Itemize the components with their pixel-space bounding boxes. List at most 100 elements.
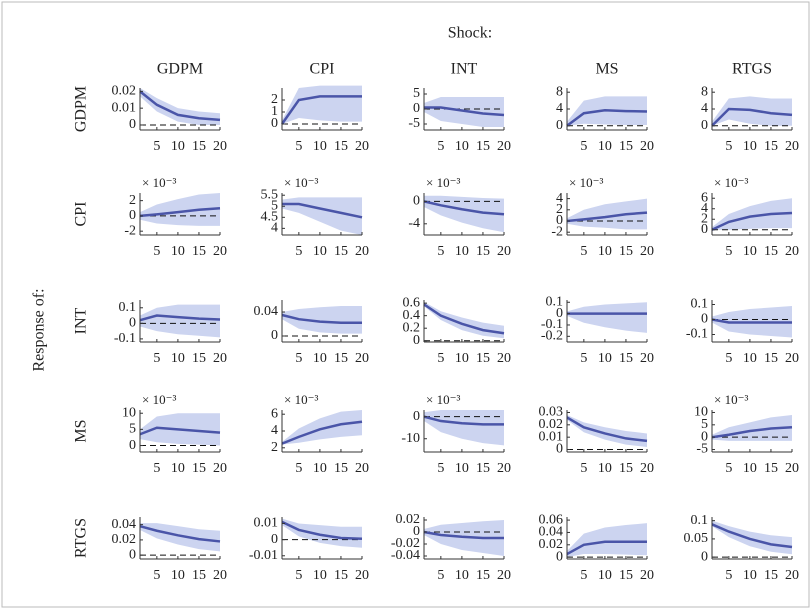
y-tick-label: 0 [556, 118, 563, 133]
x-tick-label: 15 [619, 568, 633, 583]
confidence-band [424, 410, 504, 446]
x-tick-label: 5 [580, 244, 587, 259]
y-tick-label: 0.1 [691, 297, 709, 312]
y-tick-label: 0.04 [539, 525, 564, 540]
y-multiplier: × 10⁻³ [284, 175, 318, 190]
y-tick-label: 4 [556, 101, 563, 116]
x-tick-label: 20 [355, 568, 369, 583]
x-tick-label: 15 [764, 244, 778, 259]
x-tick-label: 10 [455, 244, 469, 259]
response-line [711, 426, 793, 439]
x-tick-label: 15 [334, 461, 348, 476]
response-line [423, 415, 504, 426]
x-tick-label: 15 [334, 139, 348, 154]
y-tick-label: 0.04 [112, 517, 137, 532]
y-tick-label: 0.2 [403, 320, 421, 335]
y-tick-label: 4 [271, 423, 278, 438]
y-tick-label: -0.2 [541, 329, 563, 344]
y-label: INT [73, 307, 90, 334]
x-tick-label: 5 [153, 139, 160, 154]
y-tick-label: 8 [556, 84, 563, 99]
x-tick-label: 10 [455, 351, 469, 366]
x-tick-label: 5 [580, 139, 587, 154]
y-tick-label: 0.02 [112, 84, 137, 99]
x-tick-label: 15 [476, 244, 490, 259]
confidence-band [140, 88, 220, 125]
response-line [566, 416, 648, 443]
y-tick-label: 8 [701, 84, 708, 99]
y-tick-label: -0.1 [686, 327, 708, 342]
x-tick-label: 20 [355, 461, 369, 476]
x-tick-label: 5 [725, 568, 732, 583]
x-tick-label: 15 [764, 568, 778, 583]
subplot-title: GDPM [157, 61, 203, 78]
y-multiplier: × 10⁻³ [142, 175, 176, 190]
x-tick-label: 15 [476, 351, 490, 366]
response-line [139, 314, 221, 322]
x-tick-label: 15 [192, 244, 206, 259]
subplot-title: RTGS [732, 61, 772, 78]
x-tick-label: 10 [598, 139, 612, 154]
y-tick-label: 0 [701, 549, 708, 564]
y-multiplier: × 10⁻³ [426, 392, 460, 407]
y-tick-label: 0.6 [403, 295, 421, 310]
response-line [139, 90, 221, 122]
x-tick-label: 20 [785, 244, 799, 259]
x-tick-label: 20 [213, 351, 227, 366]
confidence-band [282, 197, 362, 235]
x-tick-label: 5 [725, 139, 732, 154]
y-tick-label: 2 [129, 193, 136, 208]
x-tick-label: 15 [619, 244, 633, 259]
x-tick-label: 20 [497, 244, 511, 259]
x-tick-label: 15 [476, 139, 490, 154]
y-tick-label: 0 [129, 438, 136, 453]
y-tick-label: 0.06 [539, 512, 564, 527]
x-tick-label: 10 [171, 244, 185, 259]
x-tick-label: 5 [295, 568, 302, 583]
x-tick-label: 10 [598, 568, 612, 583]
y-tick-label: 10 [122, 405, 136, 420]
y-tick-label: 0 [129, 208, 136, 223]
response-line [423, 303, 505, 335]
y-tick-label: 0.1 [546, 294, 564, 309]
y-tick-label: -2 [124, 223, 136, 238]
x-tick-label: 15 [764, 461, 778, 476]
response-line [423, 530, 504, 540]
x-tick-label: 10 [171, 139, 185, 154]
y-tick-label: 0.05 [684, 531, 709, 546]
x-tick-label: 20 [213, 139, 227, 154]
response-line [139, 524, 221, 543]
y-tick-label: 0.1 [691, 513, 709, 528]
x-tick-label: 5 [725, 244, 732, 259]
y-tick-label: 5 [413, 86, 420, 101]
y-label: RTGS [73, 518, 90, 558]
x-tick-label: 5 [295, 351, 302, 366]
y-tick-label: 0 [413, 194, 420, 209]
x-tick-label: 10 [313, 139, 327, 154]
y-multiplier: × 10⁻³ [714, 392, 748, 407]
x-tick-label: 20 [497, 351, 511, 366]
confidence-band [712, 520, 792, 555]
response-line [711, 318, 792, 324]
y-tick-label: 6 [701, 190, 708, 205]
subplot-title: MS [595, 61, 618, 78]
x-tick-label: 10 [743, 244, 757, 259]
y-tick-label: 0.02 [396, 512, 421, 527]
x-tick-label: 10 [743, 351, 757, 366]
y-tick-label: 0 [129, 316, 136, 331]
x-tick-label: 5 [153, 568, 160, 583]
y-tick-label: 6 [271, 406, 278, 421]
y-tick-label: -0.01 [249, 548, 278, 563]
y-tick-label: 0 [556, 306, 563, 321]
confidence-band [282, 306, 362, 334]
y-tick-label: 0 [701, 312, 708, 327]
y-tick-label: -4 [408, 216, 420, 231]
x-tick-label: 5 [580, 461, 587, 476]
x-tick-label: 15 [476, 568, 490, 583]
response-line [424, 106, 505, 117]
x-tick-label: 10 [455, 568, 469, 583]
x-tick-label: 5 [153, 351, 160, 366]
confidence-band [140, 304, 220, 338]
x-tick-label: 20 [640, 351, 654, 366]
figure-title: Shock: [448, 25, 492, 42]
